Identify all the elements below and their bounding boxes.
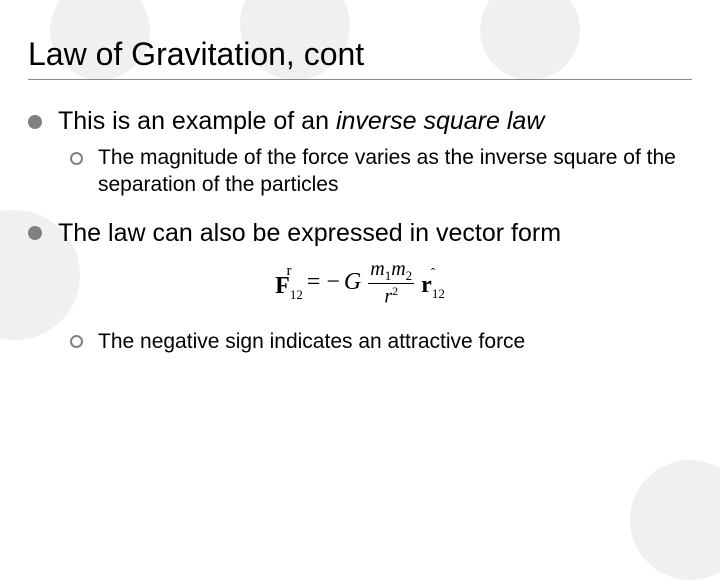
sub-bullet-2-1: The negative sign indicates an attractiv… <box>70 329 692 355</box>
formula-equals-neg: = − <box>307 269 340 296</box>
bullet-2-prefix: The <box>58 219 101 247</box>
bullet-1: This is an example of an inverse square … <box>28 106 692 137</box>
slide-title: Law of Gravitation, cont <box>28 36 692 73</box>
bullet-1-prefix: This <box>58 107 105 135</box>
bg-circle-5 <box>630 460 720 580</box>
open-bullet-icon <box>70 145 98 171</box>
bullet-2: The law can also be expressed in vector … <box>28 218 692 249</box>
filled-bullet-icon <box>28 106 58 137</box>
slide-content: Law of Gravitation, cont This is an exam… <box>0 0 720 355</box>
title-underline <box>28 79 692 80</box>
bullet-1-text: This is an example of an inverse square … <box>58 106 692 137</box>
formula-F-vector: r F12 <box>275 266 303 300</box>
formula-rhat: ˆ r12 <box>421 268 445 298</box>
formula: r F12 = −G m1m2 r2 ˆ r12 <box>275 259 445 307</box>
formula-G: G <box>344 269 361 296</box>
open-bullet-icon <box>70 329 98 355</box>
formula-frac-bot: r2 <box>384 284 398 307</box>
sub-bullet-2-1-text: The negative sign indicates an attractiv… <box>98 329 692 355</box>
sub-bullet-1-1-text: The magnitude of the force varies as the… <box>98 145 692 198</box>
bullet-2-mid: law can also be expressed in vector form <box>101 219 561 247</box>
formula-frac-top: m1m2 <box>368 259 414 283</box>
bullet-2-text: The law can also be expressed in vector … <box>58 218 692 249</box>
formula-F: F12 <box>275 277 303 300</box>
formula-fraction: m1m2 r2 <box>368 259 414 307</box>
bullet-1-mid: is an example of an <box>105 107 336 135</box>
sub-bullet-1-1: The magnitude of the force varies as the… <box>70 145 692 198</box>
bullet-1-italic: inverse square law <box>336 107 544 135</box>
filled-bullet-icon <box>28 218 58 249</box>
formula-container: r F12 = −G m1m2 r2 ˆ r12 <box>28 259 692 307</box>
formula-rhat-body: r12 <box>421 277 445 298</box>
